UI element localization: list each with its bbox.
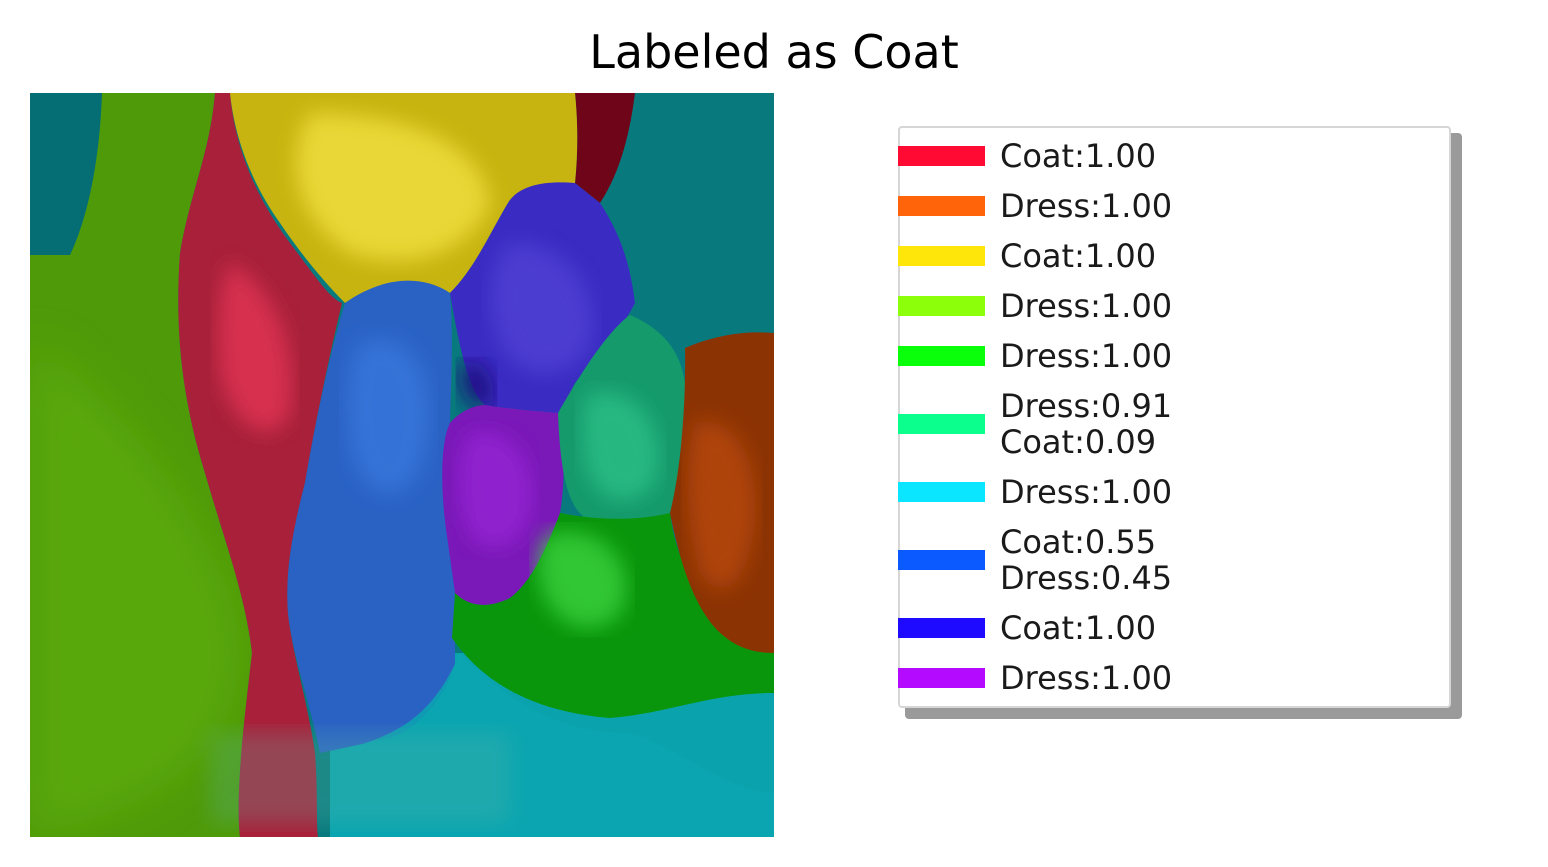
segmentation-map xyxy=(30,93,774,837)
legend-label: Coat:1.00 xyxy=(1000,609,1157,647)
legend-entry: Dress:1.00 xyxy=(898,287,1440,325)
legend-swatch xyxy=(898,296,985,316)
segment-dark-red-top xyxy=(575,93,635,203)
legend-entry: Dress:1.00 xyxy=(898,473,1440,511)
legend-label: Dress:0.45 xyxy=(1000,559,1173,597)
legend-entry: Coat:0.55 Dress:0.45 xyxy=(898,523,1440,597)
legend-swatch xyxy=(898,618,985,638)
legend-swatch xyxy=(898,346,985,366)
legend-swatch xyxy=(898,414,985,434)
legend-entry: Coat:1.00 xyxy=(898,609,1440,647)
legend-label: Dress:1.00 xyxy=(1000,287,1173,325)
legend-swatch xyxy=(898,246,985,266)
figure-title: Labeled as Coat xyxy=(589,25,959,79)
legend-entry: Dress:1.00 xyxy=(898,187,1440,225)
legend-label: Coat:1.00 xyxy=(1000,137,1157,175)
segment-red xyxy=(178,93,342,837)
legend-entry: Dress:1.00 xyxy=(898,337,1440,375)
legend-entry: Coat:1.00 xyxy=(898,237,1440,275)
legend: Coat:1.00 Dress:1.00 Coat:1.00 Dress:1.00 Dr… xyxy=(898,126,1451,708)
legend-label: Dress:1.00 xyxy=(1000,337,1173,375)
legend-swatch xyxy=(898,146,985,166)
legend-entry: Dress:1.00 xyxy=(898,659,1440,697)
legend-label: Dress:1.00 xyxy=(1000,659,1173,697)
legend-swatch xyxy=(898,196,985,216)
legend-entry: Coat:1.00 xyxy=(898,137,1440,175)
legend-label: Dress:0.91 xyxy=(1000,387,1173,425)
segment-teal-top-left xyxy=(30,93,102,255)
legend-label: Coat:1.00 xyxy=(1000,237,1157,275)
legend-label: Dress:1.00 xyxy=(1000,473,1173,511)
legend-entry: Dress:0.91 Coat:0.09 xyxy=(898,387,1440,461)
legend-swatch xyxy=(898,668,985,688)
legend-swatch xyxy=(898,482,985,502)
legend-label: Dress:1.00 xyxy=(1000,187,1173,225)
legend-label: Coat:0.55 xyxy=(1000,523,1157,561)
legend-swatch xyxy=(898,550,985,570)
legend-label: Coat:0.09 xyxy=(1000,423,1157,461)
